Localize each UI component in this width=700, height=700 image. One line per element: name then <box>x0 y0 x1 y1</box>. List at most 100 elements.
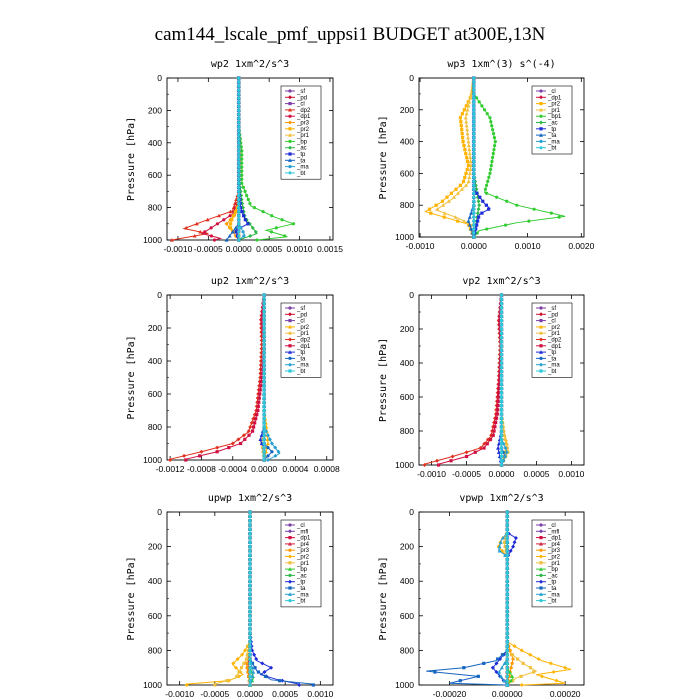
data-point-marker <box>464 450 469 455</box>
data-point-marker <box>505 657 509 661</box>
legend-marker <box>288 158 292 162</box>
data-point-marker <box>248 635 252 640</box>
data-point-marker <box>502 661 507 665</box>
data-point-marker <box>245 661 249 665</box>
data-point-marker <box>184 225 189 230</box>
chart-panel-3: up2 1xm^2/s^3 Pressure [hPa] 0 200 400 600 800… <box>126 276 340 474</box>
data-point-marker <box>236 152 241 157</box>
data-point-marker <box>471 231 476 236</box>
data-point-marker <box>168 458 173 462</box>
data-point-marker <box>465 155 469 160</box>
legend-label: _dp1 <box>547 95 562 101</box>
data-point-marker <box>449 191 454 195</box>
data-point-marker <box>262 458 266 462</box>
data-point-marker <box>499 374 504 378</box>
data-point-marker <box>480 104 484 108</box>
data-point-marker <box>230 218 234 222</box>
data-point-marker <box>198 454 202 458</box>
data-point-marker <box>471 179 476 184</box>
data-point-marker <box>505 532 509 536</box>
data-point-marker <box>528 666 533 670</box>
data-point-marker <box>502 433 507 437</box>
data-point-marker <box>242 234 246 238</box>
legend-marker <box>539 324 543 329</box>
series-group <box>184 510 315 687</box>
data-point-marker <box>495 195 499 199</box>
legend-label: _tp <box>296 350 306 356</box>
data-point-marker <box>236 193 241 198</box>
data-point-marker <box>228 214 232 218</box>
data-point-marker <box>236 116 241 121</box>
data-point-marker <box>490 159 494 164</box>
legend-label: _pr1 <box>547 108 561 114</box>
data-point-marker <box>471 235 476 239</box>
data-point-marker <box>504 450 509 455</box>
data-point-marker <box>499 429 504 433</box>
legend-label: _pr3 <box>296 548 310 554</box>
legend-label: _dp2 <box>547 338 562 344</box>
data-point-marker <box>240 169 244 173</box>
data-point-marker <box>469 211 474 215</box>
data-point-marker <box>494 670 499 675</box>
data-point-marker <box>500 535 505 540</box>
x-tick-label: -0.0010 <box>406 241 435 251</box>
legend-label: _bt <box>296 369 306 375</box>
legend-marker <box>288 170 292 175</box>
data-point-marker <box>248 519 252 523</box>
data-point-marker <box>262 413 266 417</box>
x-tick-label: 0.0004 <box>282 464 308 474</box>
data-point-marker <box>248 553 252 557</box>
legend-label: _ta <box>296 158 306 164</box>
data-point-marker <box>510 674 515 678</box>
data-point-marker <box>499 425 504 429</box>
data-point-marker <box>230 229 235 234</box>
legend-label: _ma <box>547 139 560 145</box>
legend-label: _pd <box>296 95 307 101</box>
data-point-marker <box>464 119 469 124</box>
legend-marker <box>539 356 543 360</box>
data-point-marker <box>477 203 482 208</box>
data-point-marker <box>198 229 203 234</box>
y-tick-label: 800 <box>400 426 414 436</box>
data-point-marker <box>260 318 264 322</box>
panel-title: up2 1xm^2/s^3 <box>211 276 289 287</box>
data-point-marker <box>497 548 502 553</box>
data-point-marker <box>502 678 507 683</box>
data-point-marker <box>227 233 232 238</box>
legend-label: _mfl <box>296 529 308 535</box>
data-point-marker <box>262 347 266 351</box>
data-point-marker <box>471 147 476 152</box>
data-point-marker <box>240 165 244 169</box>
data-point-marker <box>260 375 264 380</box>
data-point-marker <box>493 143 497 148</box>
legend-marker <box>288 350 292 354</box>
data-point-marker <box>471 211 476 216</box>
data-point-marker <box>262 454 266 458</box>
data-point-marker <box>184 458 188 462</box>
data-point-marker <box>262 388 266 392</box>
data-point-marker <box>258 388 262 392</box>
legend-label: _bp <box>547 567 559 573</box>
data-point-marker <box>505 592 509 596</box>
data-point-marker <box>498 540 503 544</box>
legend-label: _sf <box>296 89 305 95</box>
data-point-marker <box>485 112 489 116</box>
data-point-marker <box>499 297 504 301</box>
legend-label: _pr1 <box>296 561 310 567</box>
legend-marker <box>288 120 292 125</box>
data-point-marker <box>469 91 474 96</box>
chart-panel-2: wp3 1xm^(3) s^(-4) Pressure [hPa] 0 200 400 6… <box>378 59 595 251</box>
data-point-marker <box>503 437 507 442</box>
data-point-marker <box>182 453 187 458</box>
data-point-marker <box>236 144 241 149</box>
data-point-marker <box>248 514 252 518</box>
data-point-marker <box>203 230 207 234</box>
data-point-marker <box>499 665 504 670</box>
data-point-marker <box>505 588 509 592</box>
legend-label: _ma <box>296 165 309 171</box>
series-group <box>422 293 510 467</box>
data-point-marker <box>248 549 252 553</box>
data-point-marker <box>505 579 509 583</box>
chart-panel-6: vpwp 1xm^2/s^3 Pressure [hPa] 0 200 400 600 80… <box>378 493 585 699</box>
data-point-marker <box>248 510 252 514</box>
